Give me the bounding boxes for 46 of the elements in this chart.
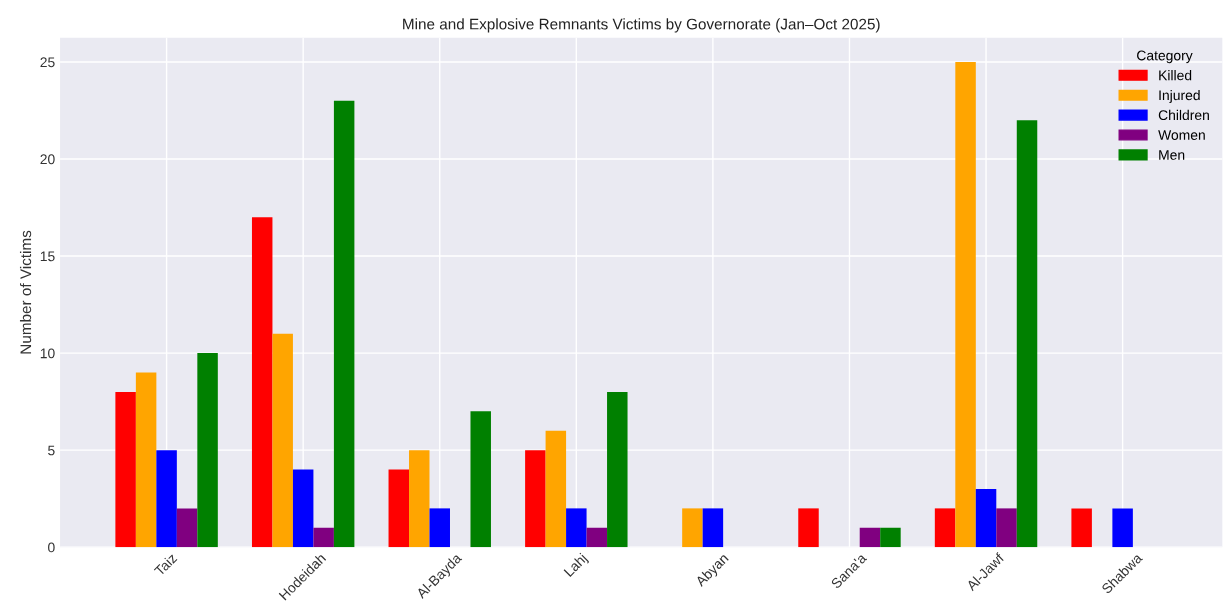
bar — [798, 508, 819, 548]
bar — [197, 353, 218, 548]
bar — [682, 508, 703, 548]
legend-title: Category — [1137, 50, 1193, 64]
x-tick-label: Taiz — [153, 552, 178, 577]
bar — [975, 488, 997, 548]
legend-label: Women — [1158, 130, 1205, 140]
bar — [156, 450, 177, 548]
legend-label: Killed — [1159, 70, 1192, 81]
bar — [525, 450, 546, 548]
y-tick-label: 20 — [40, 154, 55, 165]
bar — [1112, 508, 1133, 548]
bar — [702, 508, 724, 548]
y-axis-title: Number of Victims — [19, 230, 32, 354]
bar — [586, 527, 608, 548]
bar — [115, 391, 136, 548]
bar — [1016, 120, 1038, 548]
bar — [333, 100, 355, 548]
chart-title: Mine and Explosive Remnants Victims by Governorate (Jan–Oct 2025) — [403, 18, 880, 33]
bar — [545, 430, 567, 548]
bar — [955, 61, 976, 548]
legend-label: Injured — [1159, 89, 1200, 103]
bar — [292, 469, 314, 548]
y-tick-label: 25 — [40, 57, 55, 68]
bar — [859, 527, 881, 548]
bar — [470, 411, 491, 548]
bar — [996, 508, 1017, 548]
bar — [313, 527, 334, 548]
y-tick-label: 15 — [40, 251, 55, 262]
bar — [388, 469, 410, 548]
bar — [1071, 508, 1092, 548]
bar — [251, 217, 273, 548]
y-tick-label: 5 — [48, 445, 55, 456]
bar — [607, 391, 628, 548]
bar — [880, 527, 901, 548]
bar — [272, 333, 293, 548]
bar — [429, 508, 450, 548]
bar — [176, 508, 198, 548]
bar — [566, 508, 587, 548]
legend-label: Men — [1159, 150, 1185, 160]
y-tick-label: 0 — [48, 542, 55, 553]
legend-label: Children — [1158, 109, 1209, 121]
y-tick-label: 10 — [40, 348, 55, 359]
bar — [135, 372, 157, 548]
bar — [409, 450, 430, 548]
bar — [934, 508, 956, 548]
